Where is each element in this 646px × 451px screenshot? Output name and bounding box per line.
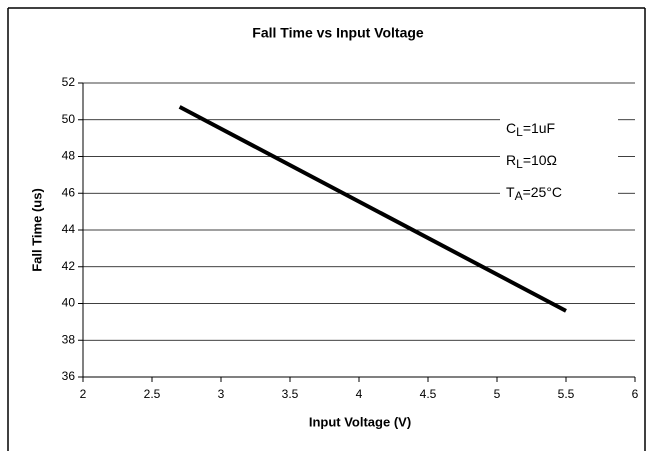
annotation: CL=1uF xyxy=(506,120,555,139)
annotation-part: C xyxy=(506,120,516,136)
annotation-part: R xyxy=(506,152,516,168)
x-tick-label: 2 xyxy=(80,387,87,401)
y-axis-title: Fall Time (us) xyxy=(29,188,44,272)
y-tick-label: 42 xyxy=(62,259,76,273)
y-tick-label: 40 xyxy=(62,296,76,310)
y-tick-label: 36 xyxy=(62,369,76,383)
x-tick-label: 5.5 xyxy=(558,387,575,401)
annotation-part: A xyxy=(515,189,523,203)
annotation-part: T xyxy=(506,184,515,200)
y-tick-label: 52 xyxy=(62,75,76,89)
y-tick-label: 38 xyxy=(62,332,76,346)
annotation-part: L xyxy=(516,157,523,171)
chart-title: Fall Time vs Input Voltage xyxy=(252,25,424,41)
annotation-part: =1uF xyxy=(523,120,555,136)
y-tick-label: 44 xyxy=(62,222,76,236)
annotation: RL=10Ω xyxy=(506,152,557,171)
x-tick-label: 5 xyxy=(494,387,501,401)
annotation-box xyxy=(500,108,618,204)
x-tick-label: 4.5 xyxy=(420,387,437,401)
y-tick-label: 48 xyxy=(62,149,76,163)
annotation: TA=25°C xyxy=(506,184,562,203)
annotation-part: L xyxy=(516,125,523,139)
x-tick-label: 4 xyxy=(356,387,363,401)
x-tick-label: 6 xyxy=(632,387,639,401)
x-tick-label: 3 xyxy=(218,387,225,401)
x-tick-label: 2.5 xyxy=(144,387,161,401)
annotation-part: =25°C xyxy=(523,184,562,200)
y-tick-label: 50 xyxy=(62,112,76,126)
annotation-part: =10Ω xyxy=(523,152,557,168)
x-axis-title: Input Voltage (V) xyxy=(309,414,411,429)
x-tick-label: 3.5 xyxy=(282,387,299,401)
data-line xyxy=(178,105,567,313)
y-tick-label: 46 xyxy=(62,185,76,199)
